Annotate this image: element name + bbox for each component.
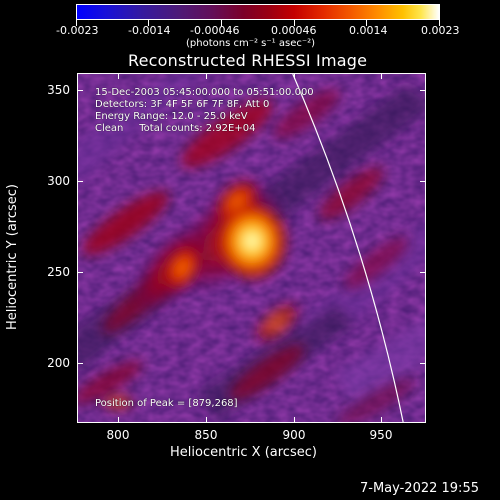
peak-position: Position of Peak = [879,268] [95, 398, 238, 409]
x-tick [118, 73, 119, 79]
colorbar-tick-label: 0.00046 [271, 24, 317, 37]
y-tick [420, 272, 426, 273]
y-tick-label: 250 [47, 265, 70, 279]
x-axis-label: Heliocentric X (arcsec) [170, 445, 317, 460]
info-energy-range: Energy Range: 12.0 - 25.0 keV [95, 111, 248, 122]
y-tick-label: 200 [47, 356, 70, 370]
y-tick [420, 90, 426, 91]
colorbar-tick [294, 20, 295, 26]
x-tick [381, 417, 382, 423]
y-axis-label: Heliocentric Y (arcsec) [5, 184, 20, 330]
solar-limb [292, 74, 404, 422]
colorbar-tick [148, 20, 149, 26]
x-tick [206, 73, 207, 79]
y-tick-label: 350 [47, 83, 70, 97]
colorbar-tick-label: 0.0014 [349, 24, 388, 37]
y-tick [77, 90, 83, 91]
y-tick [77, 181, 83, 182]
colorbar-tick [439, 20, 440, 26]
y-tick [77, 363, 83, 364]
x-tick [206, 417, 207, 423]
x-tick [294, 73, 295, 79]
plot-title: Reconstructed RHESSI Image [128, 51, 368, 70]
x-tick-label: 900 [282, 428, 306, 442]
x-tick [381, 73, 382, 79]
colorbar-tick-label: -0.0023 [56, 24, 99, 37]
colorbar-tick [366, 20, 367, 26]
colorbar-tick-label: -0.0014 [128, 24, 171, 37]
y-tick [420, 181, 426, 182]
info-time-range: 15-Dec-2003 05:45:00.000 to 05:51:00.000 [95, 87, 314, 98]
colorbar-tick-label: -0.00046 [190, 24, 240, 37]
rhessi-image [78, 74, 425, 422]
x-tick [118, 417, 119, 423]
x-tick-label: 800 [106, 428, 130, 442]
y-tick-label: 300 [47, 174, 70, 188]
x-tick [294, 417, 295, 423]
y-tick [420, 363, 426, 364]
colorbar-unit: (photons cm⁻² s⁻¹ asec⁻²) [186, 38, 316, 49]
colorbar-tick-label: 0.0023 [421, 24, 460, 37]
image-plot [77, 73, 426, 423]
info-detectors: Detectors: 3F 4F 5F 6F 7F 8F, Att 0 [95, 99, 270, 110]
x-tick-label: 850 [194, 428, 218, 442]
timestamp: 7-May-2022 19:55 [360, 481, 479, 496]
colorbar-tick [76, 20, 77, 26]
colorbar [76, 4, 440, 20]
y-tick [77, 272, 83, 273]
colorbar-tick [221, 20, 222, 26]
info-clean-counts: Clean Total counts: 2.92E+04 [95, 123, 256, 134]
x-tick-label: 950 [369, 428, 393, 442]
